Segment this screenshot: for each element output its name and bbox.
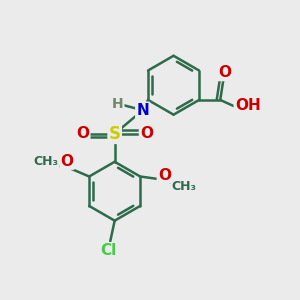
Text: Cl: Cl xyxy=(101,243,117,258)
Text: O: O xyxy=(218,65,231,80)
Text: N: N xyxy=(136,103,149,118)
Text: methoxy: methoxy xyxy=(36,163,42,164)
Text: S: S xyxy=(109,125,121,143)
Text: O: O xyxy=(76,126,89,141)
Text: OH: OH xyxy=(235,98,260,113)
Text: O: O xyxy=(158,167,171,182)
Text: O: O xyxy=(61,154,74,169)
Text: CH₃: CH₃ xyxy=(172,180,197,193)
Text: O: O xyxy=(140,126,153,141)
Text: CH₃: CH₃ xyxy=(33,155,58,168)
Text: H: H xyxy=(112,98,123,111)
